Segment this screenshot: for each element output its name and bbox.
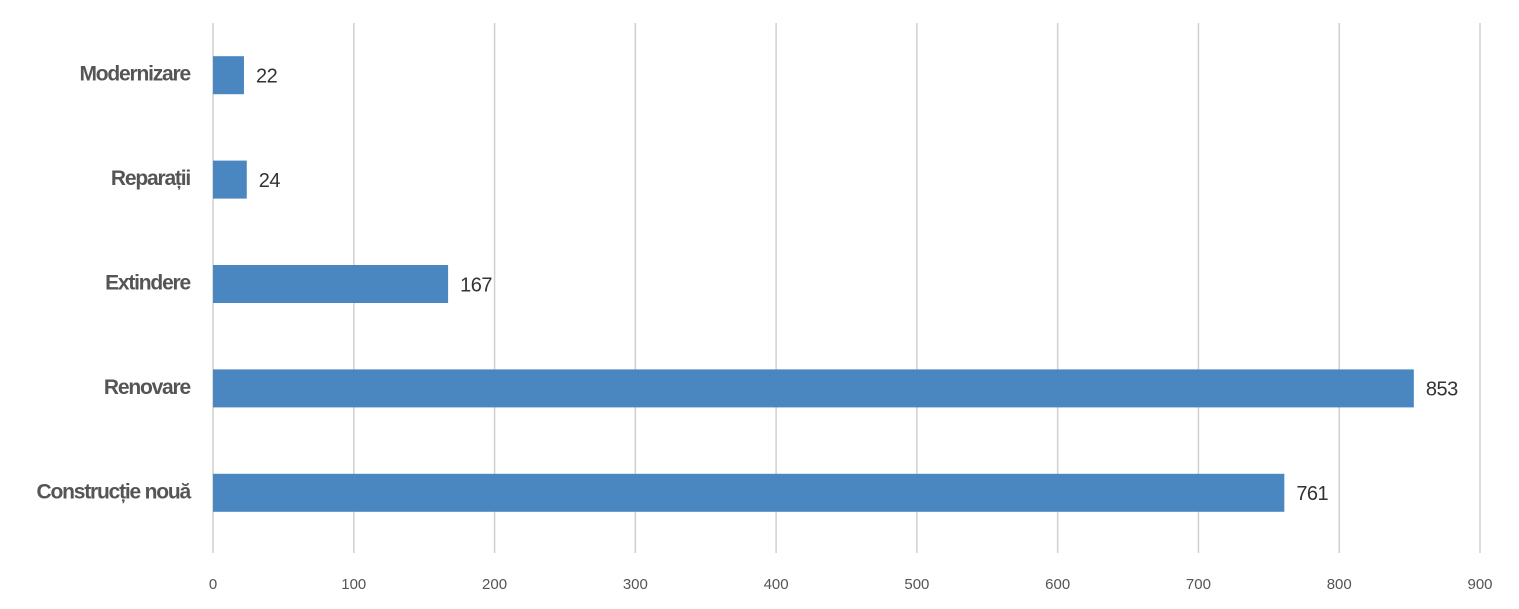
data-label: 167 bbox=[460, 274, 492, 296]
x-tick-label: 0 bbox=[209, 576, 217, 593]
x-tick-label: 400 bbox=[764, 576, 789, 593]
y-tick-label: Reparații bbox=[111, 167, 190, 190]
bar bbox=[213, 369, 1414, 408]
data-label: 24 bbox=[259, 170, 281, 192]
bar bbox=[213, 56, 244, 95]
bar bbox=[213, 473, 1285, 512]
x-tick-label: 500 bbox=[904, 576, 929, 593]
x-tick-label: 200 bbox=[482, 576, 507, 593]
x-tick-label: 300 bbox=[623, 576, 648, 593]
x-tick-label: 800 bbox=[1327, 576, 1352, 593]
y-tick-label: Extindere bbox=[105, 272, 190, 295]
x-tick-label: 600 bbox=[1045, 576, 1070, 593]
data-label: 853 bbox=[1426, 379, 1458, 401]
bar bbox=[213, 265, 449, 303]
y-tick-label: Modernizare bbox=[80, 63, 191, 86]
bar bbox=[213, 160, 247, 199]
data-label: 761 bbox=[1296, 483, 1328, 505]
x-tick-label: 700 bbox=[1186, 576, 1211, 593]
y-tick-label: Renovare bbox=[104, 376, 191, 399]
y-tick-label: Construcție nouă bbox=[37, 480, 192, 503]
x-tick-label: 900 bbox=[1467, 576, 1492, 593]
data-label: 22 bbox=[256, 65, 278, 87]
x-tick-label: 100 bbox=[341, 576, 366, 593]
